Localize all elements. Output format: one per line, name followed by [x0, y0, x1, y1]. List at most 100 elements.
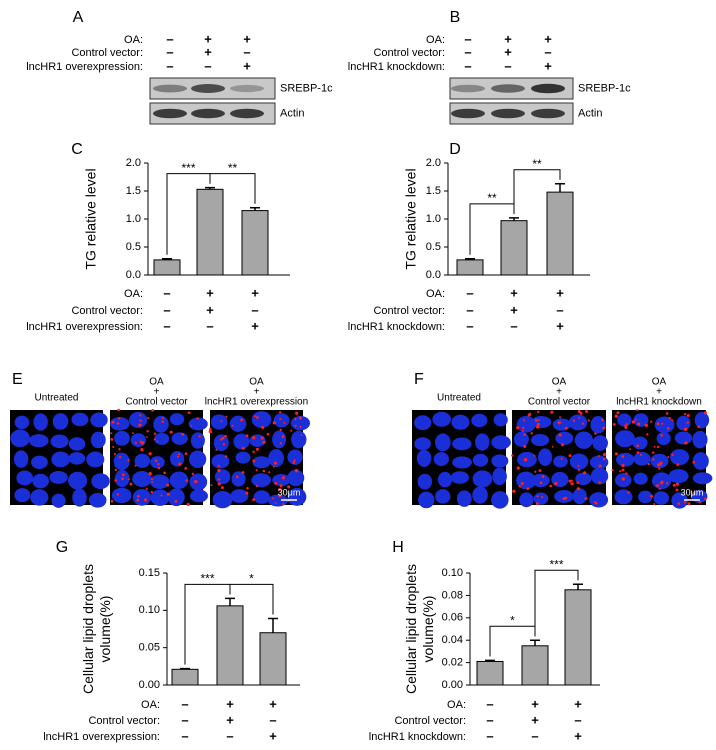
lipid-droplet — [132, 432, 134, 435]
lipid-droplet — [245, 434, 249, 438]
lipid-droplet — [208, 429, 212, 434]
lipid-droplet — [568, 454, 572, 458]
lipid-droplet — [210, 484, 213, 487]
nucleus — [432, 411, 451, 427]
lipid-droplet — [279, 442, 283, 445]
condition-name: lncHR1 overexpression: — [26, 321, 143, 333]
lipid-droplet — [653, 503, 656, 506]
significance-label: * — [249, 572, 254, 586]
nucleus — [572, 488, 587, 505]
nucleus — [551, 471, 569, 488]
lipid-droplet — [157, 463, 160, 466]
image-caption: + — [254, 387, 260, 398]
lipid-droplet — [625, 423, 629, 426]
nucleus — [33, 413, 48, 431]
condition-sign: + — [243, 58, 251, 73]
lipid-droplet — [118, 448, 121, 451]
lipid-droplet — [692, 491, 695, 495]
condition-sign: – — [556, 302, 563, 317]
lipid-droplet — [194, 479, 198, 484]
blot-band — [191, 108, 225, 119]
lipid-droplet — [245, 491, 249, 495]
lipid-droplet — [512, 489, 516, 493]
lipid-droplet — [221, 436, 225, 440]
bar — [564, 589, 592, 686]
nucleus — [414, 437, 431, 451]
error-bar — [250, 207, 260, 211]
lipid-droplet — [153, 432, 157, 436]
lipid-droplet — [256, 416, 259, 419]
condition-name: lncHR1 overexpression: — [43, 731, 160, 743]
nucleus — [616, 452, 635, 467]
nucleus — [568, 414, 588, 431]
lipid-droplet — [154, 459, 158, 462]
y-tick-label: 1.0 — [426, 213, 441, 225]
lipid-droplet — [166, 483, 170, 487]
nucleus — [633, 472, 648, 485]
nucleus — [417, 473, 433, 490]
nucleus — [14, 488, 31, 503]
lipid-droplet — [639, 453, 643, 456]
error-bar — [465, 258, 475, 260]
blot-band — [451, 84, 485, 93]
condition-sign: + — [206, 302, 214, 317]
band-label: Actin — [280, 107, 304, 119]
y-axis-label: Cellular lipid droplets — [403, 564, 419, 694]
lipid-droplet — [629, 448, 632, 451]
lipid-droplet — [262, 469, 266, 473]
nucleus — [31, 455, 48, 470]
nucleus — [170, 451, 185, 467]
condition-sign: + — [531, 712, 539, 727]
lipid-droplet — [598, 455, 601, 457]
nucleus — [150, 474, 170, 490]
lipid-droplet — [666, 426, 670, 430]
nucleus — [212, 490, 233, 509]
error-bar — [180, 667, 190, 670]
panel-label: A — [73, 9, 84, 26]
condition-sign: – — [181, 712, 188, 727]
image-caption: lncHR1 overexpression — [205, 397, 308, 408]
lipid-droplet — [184, 467, 188, 470]
nucleus — [435, 489, 451, 504]
nucleus — [291, 430, 307, 449]
condition-sign: – — [510, 318, 517, 333]
error-bar — [530, 639, 540, 646]
lipid-droplet — [266, 432, 270, 436]
lipid-droplet — [116, 493, 120, 496]
image-caption: + — [154, 387, 160, 398]
nucleus — [632, 436, 648, 450]
nucleus — [513, 431, 529, 447]
condition-sign: + — [544, 31, 552, 46]
bar — [196, 188, 224, 276]
nucleus — [492, 467, 507, 486]
nucleus — [668, 469, 689, 484]
nucleus — [253, 490, 270, 504]
lipid-droplet — [273, 461, 277, 465]
lipid-droplet — [272, 421, 276, 425]
y-tick-label: 0.5 — [426, 241, 441, 253]
condition-name: OA: — [447, 699, 466, 711]
lipid-droplet — [526, 487, 530, 491]
nucleus — [531, 416, 552, 429]
nucleus — [472, 470, 493, 488]
lipid-droplet — [160, 494, 163, 497]
lipid-droplet — [651, 451, 655, 454]
lipid-droplet — [181, 432, 185, 436]
condition-sign: + — [204, 31, 212, 46]
lipid-droplet — [178, 462, 182, 466]
lipid-droplet — [274, 481, 278, 485]
scale-label: 30μm — [278, 487, 301, 497]
blot-band — [230, 108, 264, 119]
nucleus — [132, 470, 152, 488]
nucleus — [68, 452, 86, 465]
band-label: Actin — [578, 107, 602, 119]
error-bar — [485, 659, 495, 662]
bar — [521, 645, 549, 686]
lipid-droplet — [220, 486, 224, 490]
lipid-droplet — [658, 487, 661, 490]
lipid-droplet — [187, 411, 191, 415]
lipid-droplet — [650, 494, 654, 498]
lipid-droplet — [692, 460, 696, 464]
image-caption: lncHR1 knockdown — [616, 397, 702, 408]
lipid-droplet — [534, 470, 537, 473]
